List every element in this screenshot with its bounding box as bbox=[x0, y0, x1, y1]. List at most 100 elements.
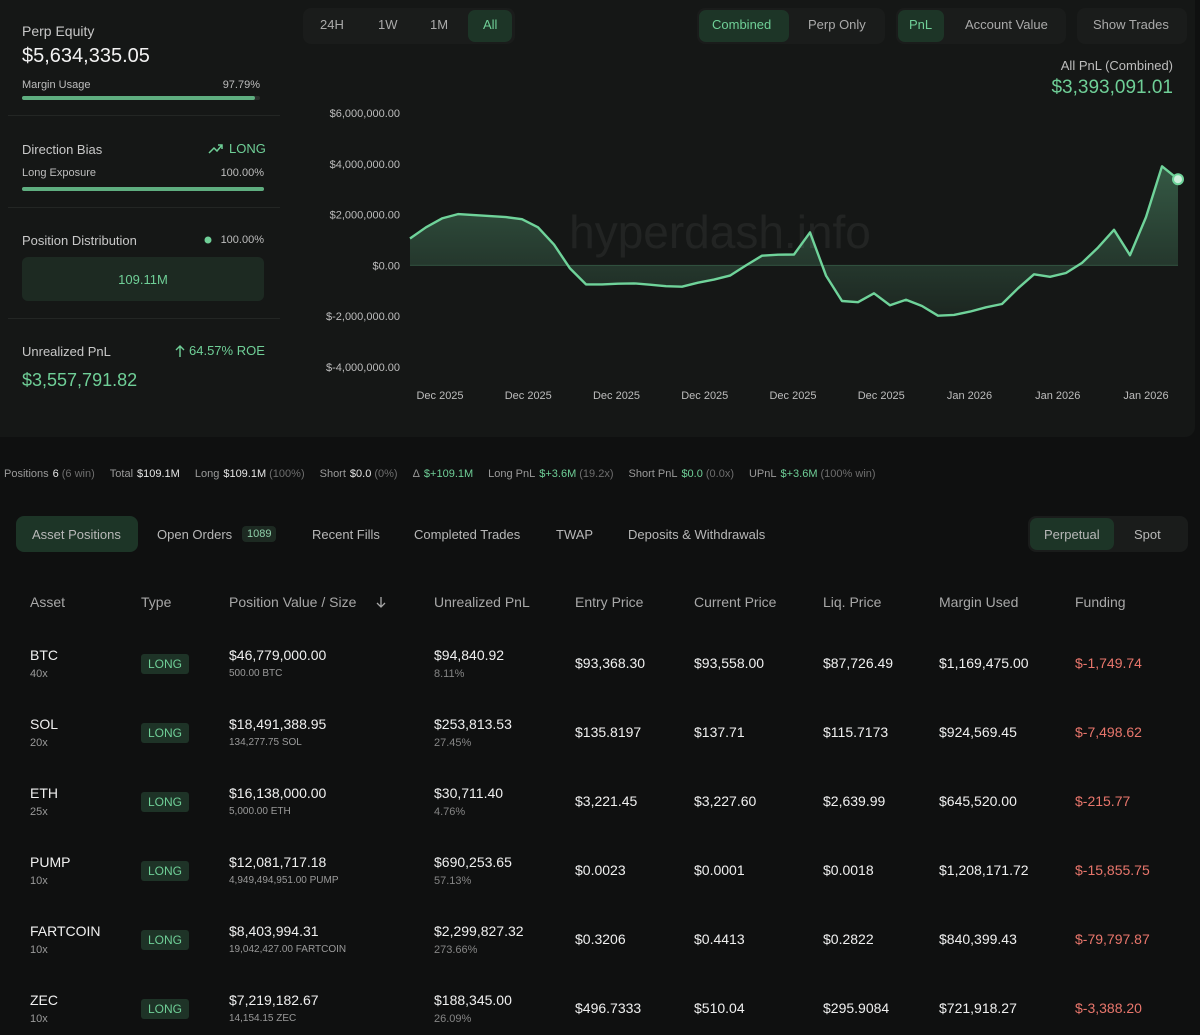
current-price: $137.71 bbox=[694, 724, 745, 740]
summary-card bbox=[0, 0, 1195, 437]
stat: Δ $+109.1M bbox=[413, 468, 474, 480]
leverage: 10x bbox=[30, 875, 48, 887]
view-button[interactable]: Combined bbox=[712, 17, 772, 32]
margin-used: $1,169,475.00 bbox=[939, 655, 1029, 671]
asset-name: FARTCOIN bbox=[30, 923, 101, 939]
x-tick-label: Dec 2025 bbox=[858, 390, 905, 402]
position-type: LONG bbox=[141, 861, 190, 881]
stat-value: $+3.6M bbox=[539, 468, 577, 480]
view-button[interactable]: Perp Only bbox=[808, 17, 866, 32]
separator bbox=[8, 207, 280, 208]
range-button[interactable]: 1W bbox=[378, 17, 398, 32]
direction-bias-value: LONG bbox=[229, 141, 266, 156]
column-header[interactable]: Position Value / Size bbox=[229, 594, 357, 610]
asset-name: BTC bbox=[30, 647, 58, 663]
funding: $-79,797.87 bbox=[1075, 931, 1150, 947]
asset-name: SOL bbox=[30, 716, 59, 732]
stat-note: (100%) bbox=[269, 468, 305, 480]
stat-value: $109.1M bbox=[137, 468, 180, 480]
column-header: Liq. Price bbox=[823, 594, 882, 610]
range-button[interactable]: 24H bbox=[320, 17, 344, 32]
active-indicator bbox=[898, 10, 944, 42]
pnl-percent: 4.76% bbox=[434, 806, 466, 818]
stat: UPnL $+3.6M (100% win) bbox=[749, 468, 876, 480]
perp-equity-label: Perp Equity bbox=[22, 23, 95, 39]
column-header: Unrealized PnL bbox=[434, 594, 530, 610]
tab[interactable]: Deposits & Withdrawals bbox=[628, 527, 766, 542]
watermark: hyperdash.info bbox=[569, 206, 871, 258]
position-value: $18,491,388.95 bbox=[229, 716, 327, 732]
sort-arrow[interactable] bbox=[375, 596, 387, 608]
leverage: 40x bbox=[30, 668, 48, 680]
pnl-percent: 27.45% bbox=[434, 737, 472, 749]
asset-name: ZEC bbox=[30, 992, 58, 1008]
tab[interactable]: TWAP bbox=[556, 527, 594, 542]
stat-note: (0%) bbox=[374, 468, 398, 480]
current-price: $0.4413 bbox=[694, 931, 745, 947]
column-header: Current Price bbox=[694, 594, 777, 610]
margin-used: $924,569.45 bbox=[939, 724, 1017, 740]
position-type: LONG bbox=[141, 654, 190, 674]
liq-price: $87,726.49 bbox=[823, 655, 894, 671]
stat-note: (19.2x) bbox=[579, 468, 614, 480]
long-exposure-label: Long Exposure bbox=[22, 167, 96, 179]
current-price: $0.0001 bbox=[694, 862, 745, 878]
pnl-percent: 26.09% bbox=[434, 1013, 472, 1025]
unrealized-pnl: $94,840.92 bbox=[434, 647, 505, 663]
leverage: 20x bbox=[30, 737, 48, 749]
stat-note: (6 win) bbox=[61, 468, 95, 480]
y-tick-label: $4,000,000.00 bbox=[330, 159, 400, 171]
entry-price: $0.0023 bbox=[575, 862, 626, 878]
liq-price: $0.2822 bbox=[823, 931, 874, 947]
stat-label: Δ bbox=[412, 468, 420, 480]
position-distribution-label: Position Distribution bbox=[22, 233, 137, 248]
chart-headline-value: $3,393,091.01 bbox=[1051, 77, 1173, 98]
y-tick-label: $0.00 bbox=[372, 260, 400, 272]
stat: Total $109.1M bbox=[110, 468, 180, 480]
range-button[interactable]: All bbox=[483, 17, 498, 32]
metric-button[interactable]: PnL bbox=[909, 17, 933, 32]
market-tab[interactable]: Spot bbox=[1134, 527, 1161, 542]
metric-button[interactable]: Account Value bbox=[965, 17, 1048, 32]
range-button[interactable]: 1M bbox=[430, 17, 449, 32]
position-value: $8,403,994.31 bbox=[229, 923, 319, 939]
active-indicator bbox=[468, 10, 512, 42]
tab[interactable]: Recent Fills bbox=[312, 527, 380, 542]
entry-price: $93,368.30 bbox=[575, 655, 646, 671]
area-fill bbox=[410, 166, 1178, 316]
separator bbox=[8, 115, 280, 116]
stat-label: UPnL bbox=[748, 468, 777, 480]
x-tick-label: Dec 2025 bbox=[505, 390, 552, 402]
y-tick-label: $-2,000,000.00 bbox=[326, 311, 400, 323]
direction-bias-label: Direction Bias bbox=[22, 142, 103, 157]
tab[interactable]: Completed Trades bbox=[414, 527, 521, 542]
position-size: 134,277.75 SOL bbox=[229, 737, 302, 748]
entry-price: $135.8197 bbox=[575, 724, 642, 740]
roe-value: 64.57% ROE bbox=[189, 343, 265, 358]
position-size: 19,042,427.00 FARTCOIN bbox=[229, 944, 347, 955]
tab[interactable]: Open Orders bbox=[157, 527, 233, 542]
show-trades-button[interactable]: Show Trades bbox=[1093, 17, 1169, 32]
long-exposure-value: 100.00% bbox=[220, 167, 264, 179]
up-arrow-icon bbox=[175, 345, 185, 357]
column-header: Type bbox=[141, 594, 172, 610]
progress-fill bbox=[22, 187, 264, 191]
stat-value: $0.0 bbox=[681, 468, 703, 480]
market-tab[interactable]: Perpetual bbox=[1044, 527, 1100, 542]
position-size: 4,949,494,951.00 PUMP bbox=[229, 875, 339, 886]
asset-name: PUMP bbox=[30, 854, 71, 870]
x-tick-label: Jan 2026 bbox=[1035, 390, 1080, 402]
column-header: Entry Price bbox=[575, 594, 644, 610]
liq-price: $115.7173 bbox=[823, 724, 889, 740]
tab[interactable]: Asset Positions bbox=[32, 527, 121, 542]
column-header: Asset bbox=[30, 594, 66, 610]
y-tick-label: $6,000,000.00 bbox=[330, 108, 400, 120]
perp-equity-value: $5,634,335.05 bbox=[22, 45, 150, 67]
stat-label: Total bbox=[109, 468, 134, 480]
stat-label: Long PnL bbox=[488, 468, 536, 480]
position-size: 5,000.00 ETH bbox=[229, 806, 291, 817]
stat: Long PnL $+3.6M (19.2x) bbox=[488, 468, 613, 480]
funding: $-3,388.20 bbox=[1075, 1000, 1142, 1016]
pnl-line bbox=[409, 165, 1179, 317]
